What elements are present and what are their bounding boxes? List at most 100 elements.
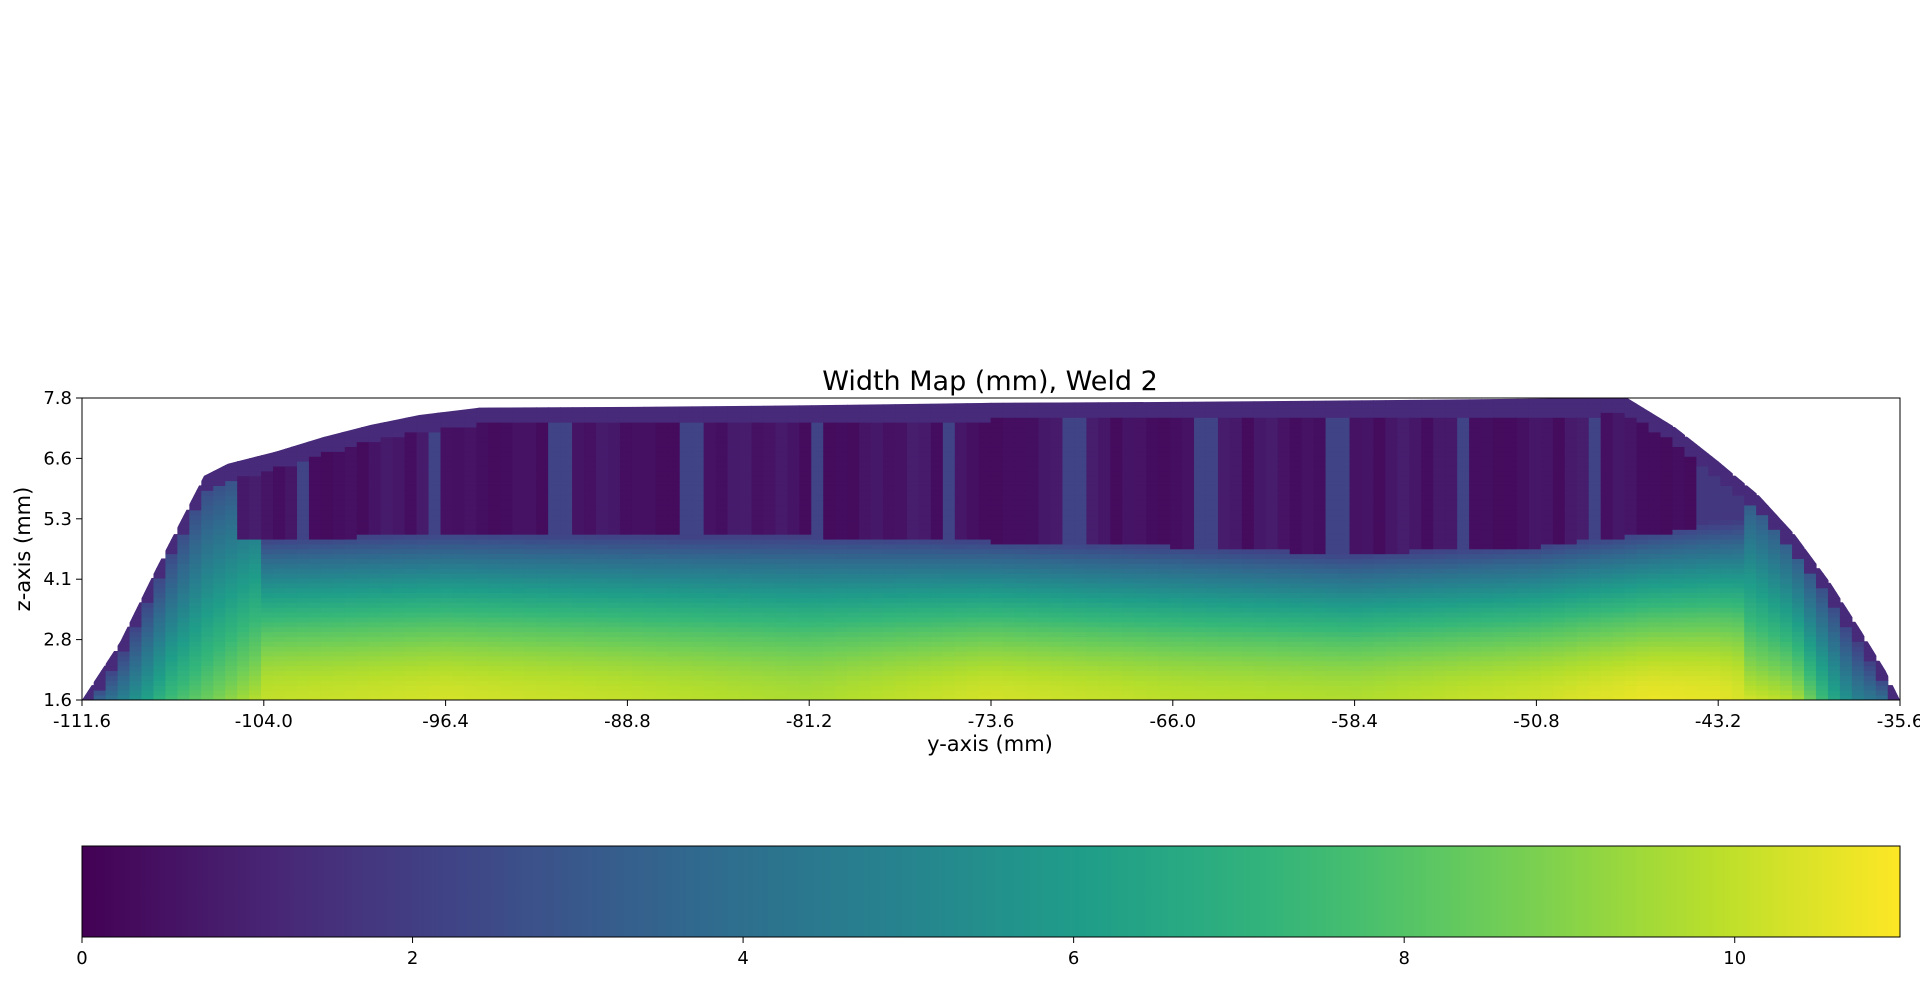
heatmap-cell — [918, 655, 932, 662]
heatmap-cell — [512, 441, 525, 448]
heatmap-cell — [978, 675, 992, 681]
heatmap-cell — [1026, 612, 1040, 618]
heatmap-cell — [703, 470, 717, 477]
heatmap-cell — [320, 553, 334, 560]
heatmap-cell — [213, 597, 226, 603]
heatmap-cell — [524, 573, 537, 579]
heatmap-cell — [847, 680, 860, 686]
heatmap-cell — [356, 524, 370, 530]
heatmap-cell — [237, 553, 250, 560]
heatmap-cell — [177, 548, 190, 555]
heatmap-cell — [141, 616, 155, 623]
heatmap-cell — [799, 519, 812, 525]
heatmap-cell — [859, 636, 872, 642]
heatmap-cell — [153, 650, 167, 657]
heatmap-cell — [344, 475, 358, 482]
heatmap-cell — [1062, 592, 1076, 599]
heatmap-cell — [966, 417, 980, 423]
heatmap-cell — [392, 607, 406, 613]
heatmap-cell — [296, 568, 310, 574]
heatmap-cell — [966, 553, 980, 560]
heatmap-cell — [572, 563, 585, 569]
heatmap-cell — [1062, 490, 1076, 496]
heatmap-cell — [942, 499, 956, 506]
heatmap-cell — [344, 456, 358, 462]
heatmap-cell — [296, 577, 310, 584]
heatmap-cell — [990, 417, 1004, 423]
heatmap-cell — [165, 641, 178, 647]
heatmap-cell — [1110, 402, 1123, 409]
heatmap-cell — [667, 685, 681, 691]
heatmap-cell — [452, 655, 466, 662]
heatmap-cell — [536, 689, 549, 696]
heatmap-cell — [751, 577, 765, 584]
heatmap-cell — [344, 612, 358, 618]
heatmap-cell — [536, 490, 549, 496]
heatmap-cell — [811, 568, 824, 574]
heatmap-cell — [572, 514, 585, 521]
heatmap-cell — [811, 636, 824, 642]
heatmap-cell — [631, 461, 645, 467]
heatmap-cell — [715, 577, 729, 584]
heatmap-cell — [811, 665, 824, 672]
heatmap-cell — [1026, 529, 1040, 535]
heatmap-cell — [607, 499, 621, 506]
heatmap-cell — [787, 568, 800, 574]
heatmap-cell — [691, 655, 705, 662]
heatmap-cell — [751, 426, 765, 433]
heatmap-cell — [308, 558, 322, 564]
heatmap-cell — [1098, 543, 1111, 550]
heatmap-cell — [320, 621, 334, 628]
heatmap-title: Width Map (mm), Weld 2 — [822, 366, 1158, 397]
heatmap-cell — [500, 431, 513, 438]
heatmap-cell — [560, 446, 573, 452]
heatmap-cell — [572, 524, 585, 530]
heatmap-cell — [560, 534, 573, 540]
heatmap-cell — [811, 538, 824, 545]
heatmap-cell — [751, 441, 765, 448]
heatmap-cell — [1086, 675, 1099, 681]
heatmap-cell — [895, 626, 908, 633]
heatmap-cell — [679, 441, 693, 448]
heatmap-cell — [1026, 509, 1040, 516]
heatmap-cell — [368, 441, 382, 448]
heatmap-cell — [751, 573, 765, 579]
heatmap-cell — [1062, 553, 1076, 560]
heatmap-cell — [440, 441, 454, 448]
heatmap-cell — [1098, 694, 1111, 700]
heatmap-cell — [464, 660, 477, 667]
heatmap-cell — [512, 436, 525, 443]
heatmap-cell — [763, 534, 777, 540]
heatmap-cell — [249, 558, 262, 564]
heatmap-cell — [536, 461, 549, 467]
heatmap-cell — [966, 621, 980, 628]
heatmap-cell — [392, 548, 406, 555]
heatmap-cell — [727, 475, 741, 482]
heatmap-cell — [1134, 490, 1147, 496]
heatmap-cell — [584, 646, 597, 652]
heatmap-cell — [1122, 514, 1135, 521]
heatmap-cell — [356, 680, 370, 686]
heatmap-cell — [954, 485, 968, 491]
heatmap-cell — [332, 655, 346, 662]
heatmap-cell — [584, 680, 597, 686]
heatmap-cell — [751, 689, 765, 696]
heatmap-cell — [859, 592, 872, 599]
heatmap-cell — [751, 514, 765, 521]
heatmap-cell — [1002, 597, 1016, 603]
heatmap-cell — [1122, 422, 1135, 428]
heatmap-cell — [655, 631, 669, 637]
heatmap-cell — [775, 670, 788, 676]
heatmap-cell — [859, 456, 872, 462]
heatmap-cell — [966, 470, 980, 477]
heatmap-cell — [775, 587, 788, 594]
heatmap-cell — [308, 485, 322, 491]
heatmap-cell — [679, 490, 693, 496]
heatmap-cell — [584, 543, 597, 550]
heatmap-cell — [739, 490, 753, 496]
heatmap-cell — [871, 607, 884, 613]
heatmap-cell — [799, 631, 812, 637]
heatmap-cell — [811, 461, 824, 467]
heatmap-cell — [249, 573, 262, 579]
heatmap-cell — [536, 412, 549, 418]
